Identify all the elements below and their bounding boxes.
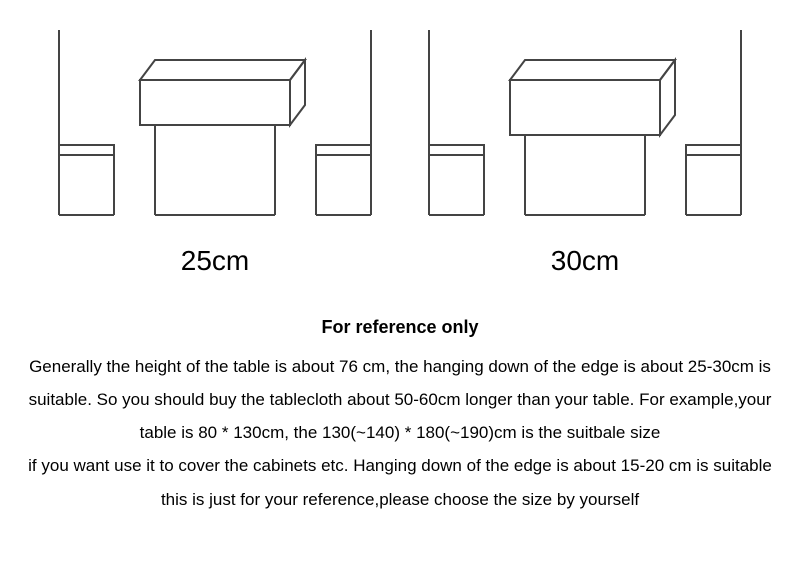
reference-paragraph-2: if you want use it to cover the cabinets…: [0, 449, 800, 482]
reference-title: For reference only: [0, 317, 800, 338]
label-25cm: 25cm: [181, 245, 249, 277]
table-chairs-25-svg: [45, 20, 385, 220]
label-30cm: 30cm: [551, 245, 619, 277]
diagrams-row: 25cm: [0, 0, 800, 287]
diagram-30cm: 30cm: [415, 20, 755, 277]
reference-paragraph-1: Generally the height of the table is abo…: [0, 350, 800, 449]
table-chairs-30-svg: [415, 20, 755, 220]
reference-paragraph-3: this is just for your reference,please c…: [0, 483, 800, 516]
diagram-25cm: 25cm: [45, 20, 385, 277]
